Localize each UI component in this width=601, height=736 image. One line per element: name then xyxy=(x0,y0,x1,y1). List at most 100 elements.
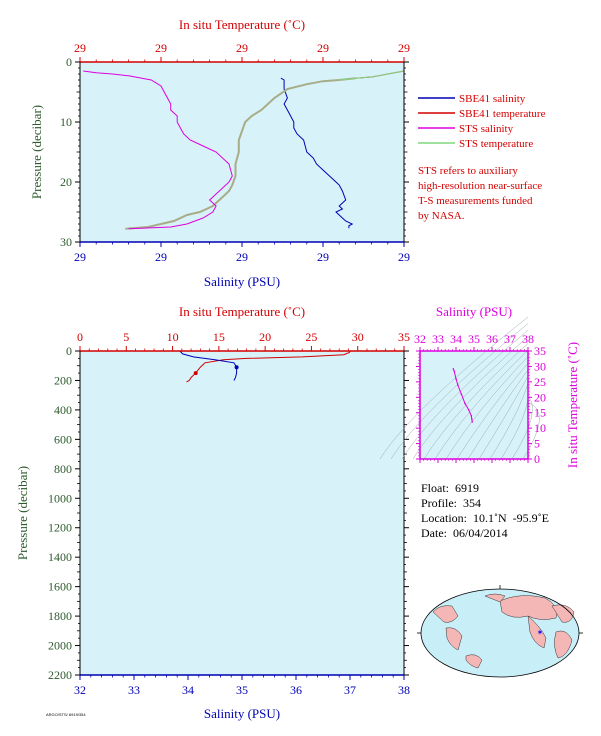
bottom-sal-tick-label: 37 xyxy=(344,683,356,697)
note-line: STS refers to auxiliary xyxy=(418,165,518,177)
top-sal-tick-label: 29 xyxy=(155,250,167,264)
ts-density-contour xyxy=(456,363,529,460)
bottom-pressure-tick-label: 1400 xyxy=(48,550,72,564)
note-line: by NASA. xyxy=(418,210,465,222)
top-pressure-tick-label: 20 xyxy=(60,175,72,189)
legend-label: STS temperature xyxy=(459,138,533,150)
map-continent xyxy=(527,615,547,649)
bottom-sal-tick-label: 38 xyxy=(398,683,410,697)
bottom-temp-tick-label: 30 xyxy=(352,330,364,344)
top-sal-tick-label: 29 xyxy=(317,250,329,264)
ts-ylabel: In situ Temperature (˚C) xyxy=(565,342,580,468)
sts-note: STS refers to auxiliary high-resolution n… xyxy=(418,165,542,222)
top-pressure-tick-label: 0 xyxy=(66,55,72,69)
ts-sal-tick-label: 38 xyxy=(522,332,534,346)
bottom-xlabel: Salinity (PSU) xyxy=(204,706,280,721)
bottom-pressure-tick-label: 1000 xyxy=(48,491,72,505)
bottom-sal-tick-label: 32 xyxy=(74,683,86,697)
bottom-temp-tick-label: 35 xyxy=(398,330,410,344)
legend-label: SBE41 temperature xyxy=(459,108,546,120)
bottom-temp-tick-label: 25 xyxy=(305,330,317,344)
ts-plot-area xyxy=(420,351,528,459)
legend-label: STS salinity xyxy=(459,123,514,135)
bottom-pressure-tick-label: 1600 xyxy=(48,580,72,594)
ts-temp-tick-label: 0 xyxy=(534,452,540,466)
bottom-salinity-line xyxy=(179,350,238,381)
bottom-sal-tick-label: 33 xyxy=(128,683,140,697)
map-continent xyxy=(554,630,573,659)
ts-density-contour xyxy=(423,343,529,460)
info-float: Float: 6919 xyxy=(421,481,480,495)
world-map: ✶ xyxy=(417,585,583,678)
top-plot-area xyxy=(80,62,404,242)
ts-density-contour xyxy=(390,323,529,460)
bottom-pressure-tick-label: 2000 xyxy=(48,639,72,653)
top-pressure-tick-label: 30 xyxy=(60,235,72,249)
ts-sal-tick-label: 36 xyxy=(486,332,498,346)
ts-temp-tick-label: 15 xyxy=(534,406,546,420)
bottom-title: In situ Temperature (˚C) xyxy=(179,304,305,319)
map-continent xyxy=(484,593,506,603)
bottom-pressure-tick-label: 1200 xyxy=(48,521,72,535)
ts-density-contour xyxy=(478,376,529,460)
bottom-sal-tick-label: 36 xyxy=(290,683,302,697)
ts-point xyxy=(470,415,473,417)
ts-point xyxy=(453,370,456,372)
legend-label: SBE41 salinity xyxy=(459,93,526,105)
ts-temp-tick-label: 30 xyxy=(534,359,546,373)
top-sal-tick-label: 29 xyxy=(398,250,410,264)
ts-temp-tick-label: 35 xyxy=(534,344,546,358)
bottom-sal-tick-label: 34 xyxy=(182,683,194,697)
legend: SBE41 salinity SBE41 temperature STS salin… xyxy=(418,93,546,150)
bottom-temp-tick-label: 10 xyxy=(167,330,179,344)
bottom-salinity-marker xyxy=(234,365,239,370)
ts-sal-tick-label: 37 xyxy=(504,332,516,346)
ts-title: Salinity (PSU) xyxy=(436,304,512,319)
bottom-chart: 0 5 10 15 20 25 30 35 32 33 34 35 36 37 38 0 200 400 600 80… xyxy=(15,304,410,721)
top-title: In situ Temperature (˚C) xyxy=(179,17,305,32)
ts-temp-tick-label: 20 xyxy=(534,390,546,404)
ts-point xyxy=(464,402,466,405)
bottom-temp-tick-label: 5 xyxy=(123,330,129,344)
top-sts-temperature-line xyxy=(125,77,356,230)
bottom-ylabel: Pressure (decibar) xyxy=(15,466,30,560)
info-location: Location: 10.1˚N -95.9˚E xyxy=(421,511,549,525)
ts-density-contour xyxy=(511,396,533,460)
bottom-temp-tick-label: 20 xyxy=(259,330,271,344)
ts-density-contour xyxy=(445,356,529,460)
note-line: high-resolution near-surface xyxy=(418,180,542,192)
footer-code: ARGO/STS/ 6919/354 xyxy=(46,712,86,717)
top-temp-tick-label: 29 xyxy=(74,41,86,55)
ts-temp-tick-label: 10 xyxy=(534,421,546,435)
ts-point xyxy=(471,421,474,423)
ts-density-contour xyxy=(489,382,529,460)
top-temp-tick-label: 29 xyxy=(236,41,248,55)
ts-point xyxy=(467,408,470,411)
top-temp-tick-label: 29 xyxy=(398,41,410,55)
ts-temp-tick-label: 5 xyxy=(534,437,540,451)
ts-curve xyxy=(452,368,473,423)
info-date: Date: 06/04/2014 xyxy=(421,526,508,540)
top-sbe41-salinity-line xyxy=(280,77,354,229)
top-sts-salinity-line xyxy=(83,70,233,230)
map-continent xyxy=(445,627,463,651)
info-profile: Profile: 354 xyxy=(421,496,481,510)
ts-density-contour xyxy=(467,369,529,460)
ts-density-contour xyxy=(401,330,529,460)
bottom-pressure-tick-label: 200 xyxy=(54,373,72,387)
float-location-marker-icon: ✶ xyxy=(537,628,544,637)
top-sts-temperature-surface-line xyxy=(339,70,405,81)
ts-point xyxy=(455,377,457,380)
ts-point xyxy=(471,418,473,420)
bottom-pressure-tick-label: 1800 xyxy=(48,609,72,623)
top-xlabel: Salinity (PSU) xyxy=(204,274,280,289)
bottom-plot-area xyxy=(80,351,404,675)
ts-sal-tick-label: 33 xyxy=(432,332,444,346)
note-line: T-S measurements funded xyxy=(418,195,533,207)
map-continent xyxy=(465,654,483,669)
map-continent xyxy=(499,595,558,620)
ts-sal-tick-label: 32 xyxy=(414,332,426,346)
top-temp-tick-label: 29 xyxy=(155,41,167,55)
bottom-pressure-tick-label: 0 xyxy=(66,344,72,358)
